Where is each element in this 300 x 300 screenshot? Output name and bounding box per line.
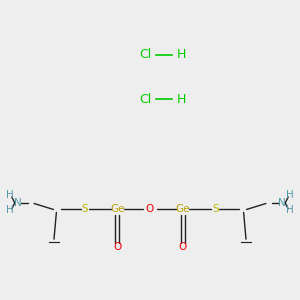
Text: S: S bbox=[212, 204, 219, 214]
Text: H: H bbox=[6, 190, 14, 200]
Text: Ge: Ge bbox=[176, 204, 190, 214]
Text: Ge: Ge bbox=[110, 204, 124, 214]
Text: O: O bbox=[113, 242, 122, 252]
Text: Cl: Cl bbox=[139, 93, 152, 106]
Text: H: H bbox=[6, 205, 14, 215]
Text: Cl: Cl bbox=[139, 48, 152, 62]
Text: H: H bbox=[286, 190, 294, 200]
Text: H: H bbox=[177, 93, 186, 106]
Text: N: N bbox=[14, 198, 22, 208]
Text: H: H bbox=[286, 205, 294, 215]
Text: N: N bbox=[278, 198, 286, 208]
Text: H: H bbox=[177, 48, 186, 62]
Text: O: O bbox=[178, 242, 187, 252]
Text: S: S bbox=[81, 204, 88, 214]
Text: O: O bbox=[146, 204, 154, 214]
